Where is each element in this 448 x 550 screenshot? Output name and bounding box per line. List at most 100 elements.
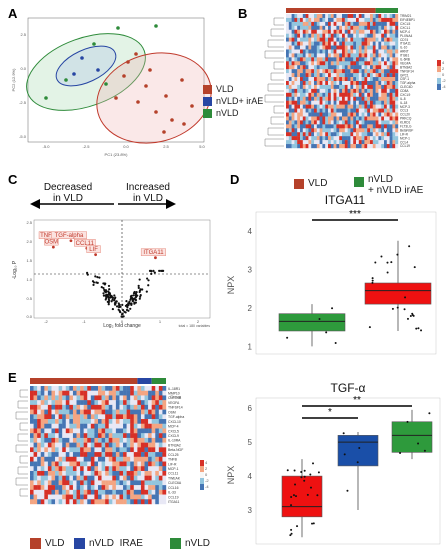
gene-label-e: TNFB <box>168 458 178 462</box>
volcano-point <box>102 292 105 295</box>
gene-label-e: CCL11 <box>168 472 178 476</box>
box-point <box>358 446 361 449</box>
legend-e-vld: VLD <box>30 538 64 549</box>
gene-label-b: VEGFA <box>400 61 412 65</box>
svg-text:-1: -1 <box>82 319 86 324</box>
gene-label-e: CLEC4A <box>168 396 182 400</box>
volcano-point <box>124 311 127 314</box>
volcano-point <box>122 315 125 318</box>
box-point <box>312 522 315 525</box>
volcano-point <box>113 297 116 300</box>
gene-label-e: CLEC6A <box>168 481 182 485</box>
box-point <box>411 312 414 315</box>
volcano-point <box>153 271 156 274</box>
volcano-point <box>121 308 125 312</box>
box-point <box>309 473 312 476</box>
box-point <box>380 255 383 258</box>
volcano-point <box>107 291 111 294</box>
box-body <box>281 475 323 518</box>
panel-c-label: C <box>8 172 18 187</box>
gene-label-b: ARNT <box>400 50 409 54</box>
panel-d-title: ITGA11 <box>325 193 366 207</box>
gene-label-b: KLRD1 <box>400 121 411 125</box>
gene-label-b: MCP-4 <box>400 30 410 34</box>
volcano-highlight-point <box>94 253 97 257</box>
boxplot-d-groups <box>278 240 432 347</box>
sig-label-f2: ** <box>353 395 361 406</box>
box-point <box>406 420 409 423</box>
gene-label-b: CCL4 <box>400 140 408 144</box>
volcano-point <box>121 303 124 306</box>
gene-label-b: TGF-alpha <box>400 81 415 85</box>
box-point <box>391 307 394 310</box>
box-point <box>404 296 407 299</box>
svg-text:-2: -2 <box>442 78 446 83</box>
volcano-point <box>118 304 121 307</box>
box-point <box>334 342 337 345</box>
volcano-point <box>134 298 138 302</box>
box-point <box>311 522 314 525</box>
legend-nvld: nVLD <box>203 108 239 118</box>
gene-label-e: Beta-NGF <box>168 448 183 452</box>
box-point <box>294 483 297 486</box>
gene-label-e: BTN3A2 <box>168 443 181 447</box>
volcano-point <box>86 271 89 274</box>
gene-label-b: IL-8 <box>400 97 406 101</box>
svg-text:4: 4 <box>205 460 208 465</box>
heatmap-b-gene-labels: TRIM21EIF4EBP1CXCL5CXCL1MCP-4PLXNA4CD74I… <box>400 14 415 148</box>
volcano-point <box>125 300 128 303</box>
gene-label-e: MCP-1 <box>168 467 179 471</box>
gene-label-b: CSF-1 <box>400 77 409 81</box>
panel-b-heatmap: TRIM21EIF4EBP1CXCL5CXCL1MCP-4PLXNA4CD74I… <box>264 8 446 148</box>
box-point <box>386 261 389 264</box>
panel-d-ylabel: NPX <box>226 276 236 295</box>
gene-label-b: ITGA11 <box>400 42 411 46</box>
volcano-label-box <box>51 231 87 239</box>
panel-a-label: A <box>8 6 18 21</box>
volcano-highlight-point <box>69 239 73 243</box>
gene-label-b: CCL19 <box>400 144 410 148</box>
volcano-point <box>129 298 132 301</box>
box-point <box>309 486 312 489</box>
volcano-highlight-point <box>51 245 55 249</box>
decreased-arrow <box>30 199 114 209</box>
svg-text:1.0: 1.0 <box>26 277 32 282</box>
svg-text:-5.0: -5.0 <box>19 134 27 139</box>
box-body <box>364 282 432 305</box>
box-point <box>303 479 306 482</box>
svg-text:-5.0: -5.0 <box>43 144 51 149</box>
volcano-point <box>113 294 116 297</box>
box-point <box>396 306 399 309</box>
volcano-point <box>139 294 142 297</box>
gene-label-e: TWEAK <box>168 476 181 480</box>
box-point <box>317 471 320 474</box>
heatmap-e-dendrogram <box>15 389 28 497</box>
volcano-point <box>102 294 106 297</box>
box-point <box>292 494 295 497</box>
heatmap-e-gene-labels: IL-18R1MMP10CLEC4AVEGFATNFSF14OSMTGF-alp… <box>168 387 184 504</box>
box-body <box>278 313 346 332</box>
volcano-point <box>92 281 96 284</box>
boxplot-f-groups <box>281 409 433 538</box>
gene-label-b: PRKCQ <box>400 117 412 121</box>
volcano-point <box>106 300 109 303</box>
box-point <box>286 336 289 339</box>
y-tick-label: 4 <box>248 472 253 481</box>
gene-label-b: CCL3 <box>400 109 408 113</box>
gene-label-b: IL-18 <box>400 101 407 105</box>
panel-c-note: total = 180 variables <box>179 324 211 328</box>
legend-vld: VLD <box>203 84 234 94</box>
y-tick-label: 3 <box>248 506 253 515</box>
box-point <box>286 469 289 472</box>
box-point <box>409 314 412 317</box>
svg-text:0.0: 0.0 <box>123 144 129 149</box>
legend-b-nvld: nVLD + nVLD irAE <box>354 174 423 196</box>
box-point <box>371 279 374 282</box>
box-point <box>331 307 334 310</box>
volcano-point <box>133 292 136 295</box>
gene-label-b: MCP-1 <box>400 136 410 140</box>
volcano-point <box>138 297 141 300</box>
gene-label-e: CXCL10 <box>168 420 181 424</box>
heatmap-e-scale: 4 2 0 -2 -4 <box>200 460 209 490</box>
svg-text:4: 4 <box>442 60 445 65</box>
